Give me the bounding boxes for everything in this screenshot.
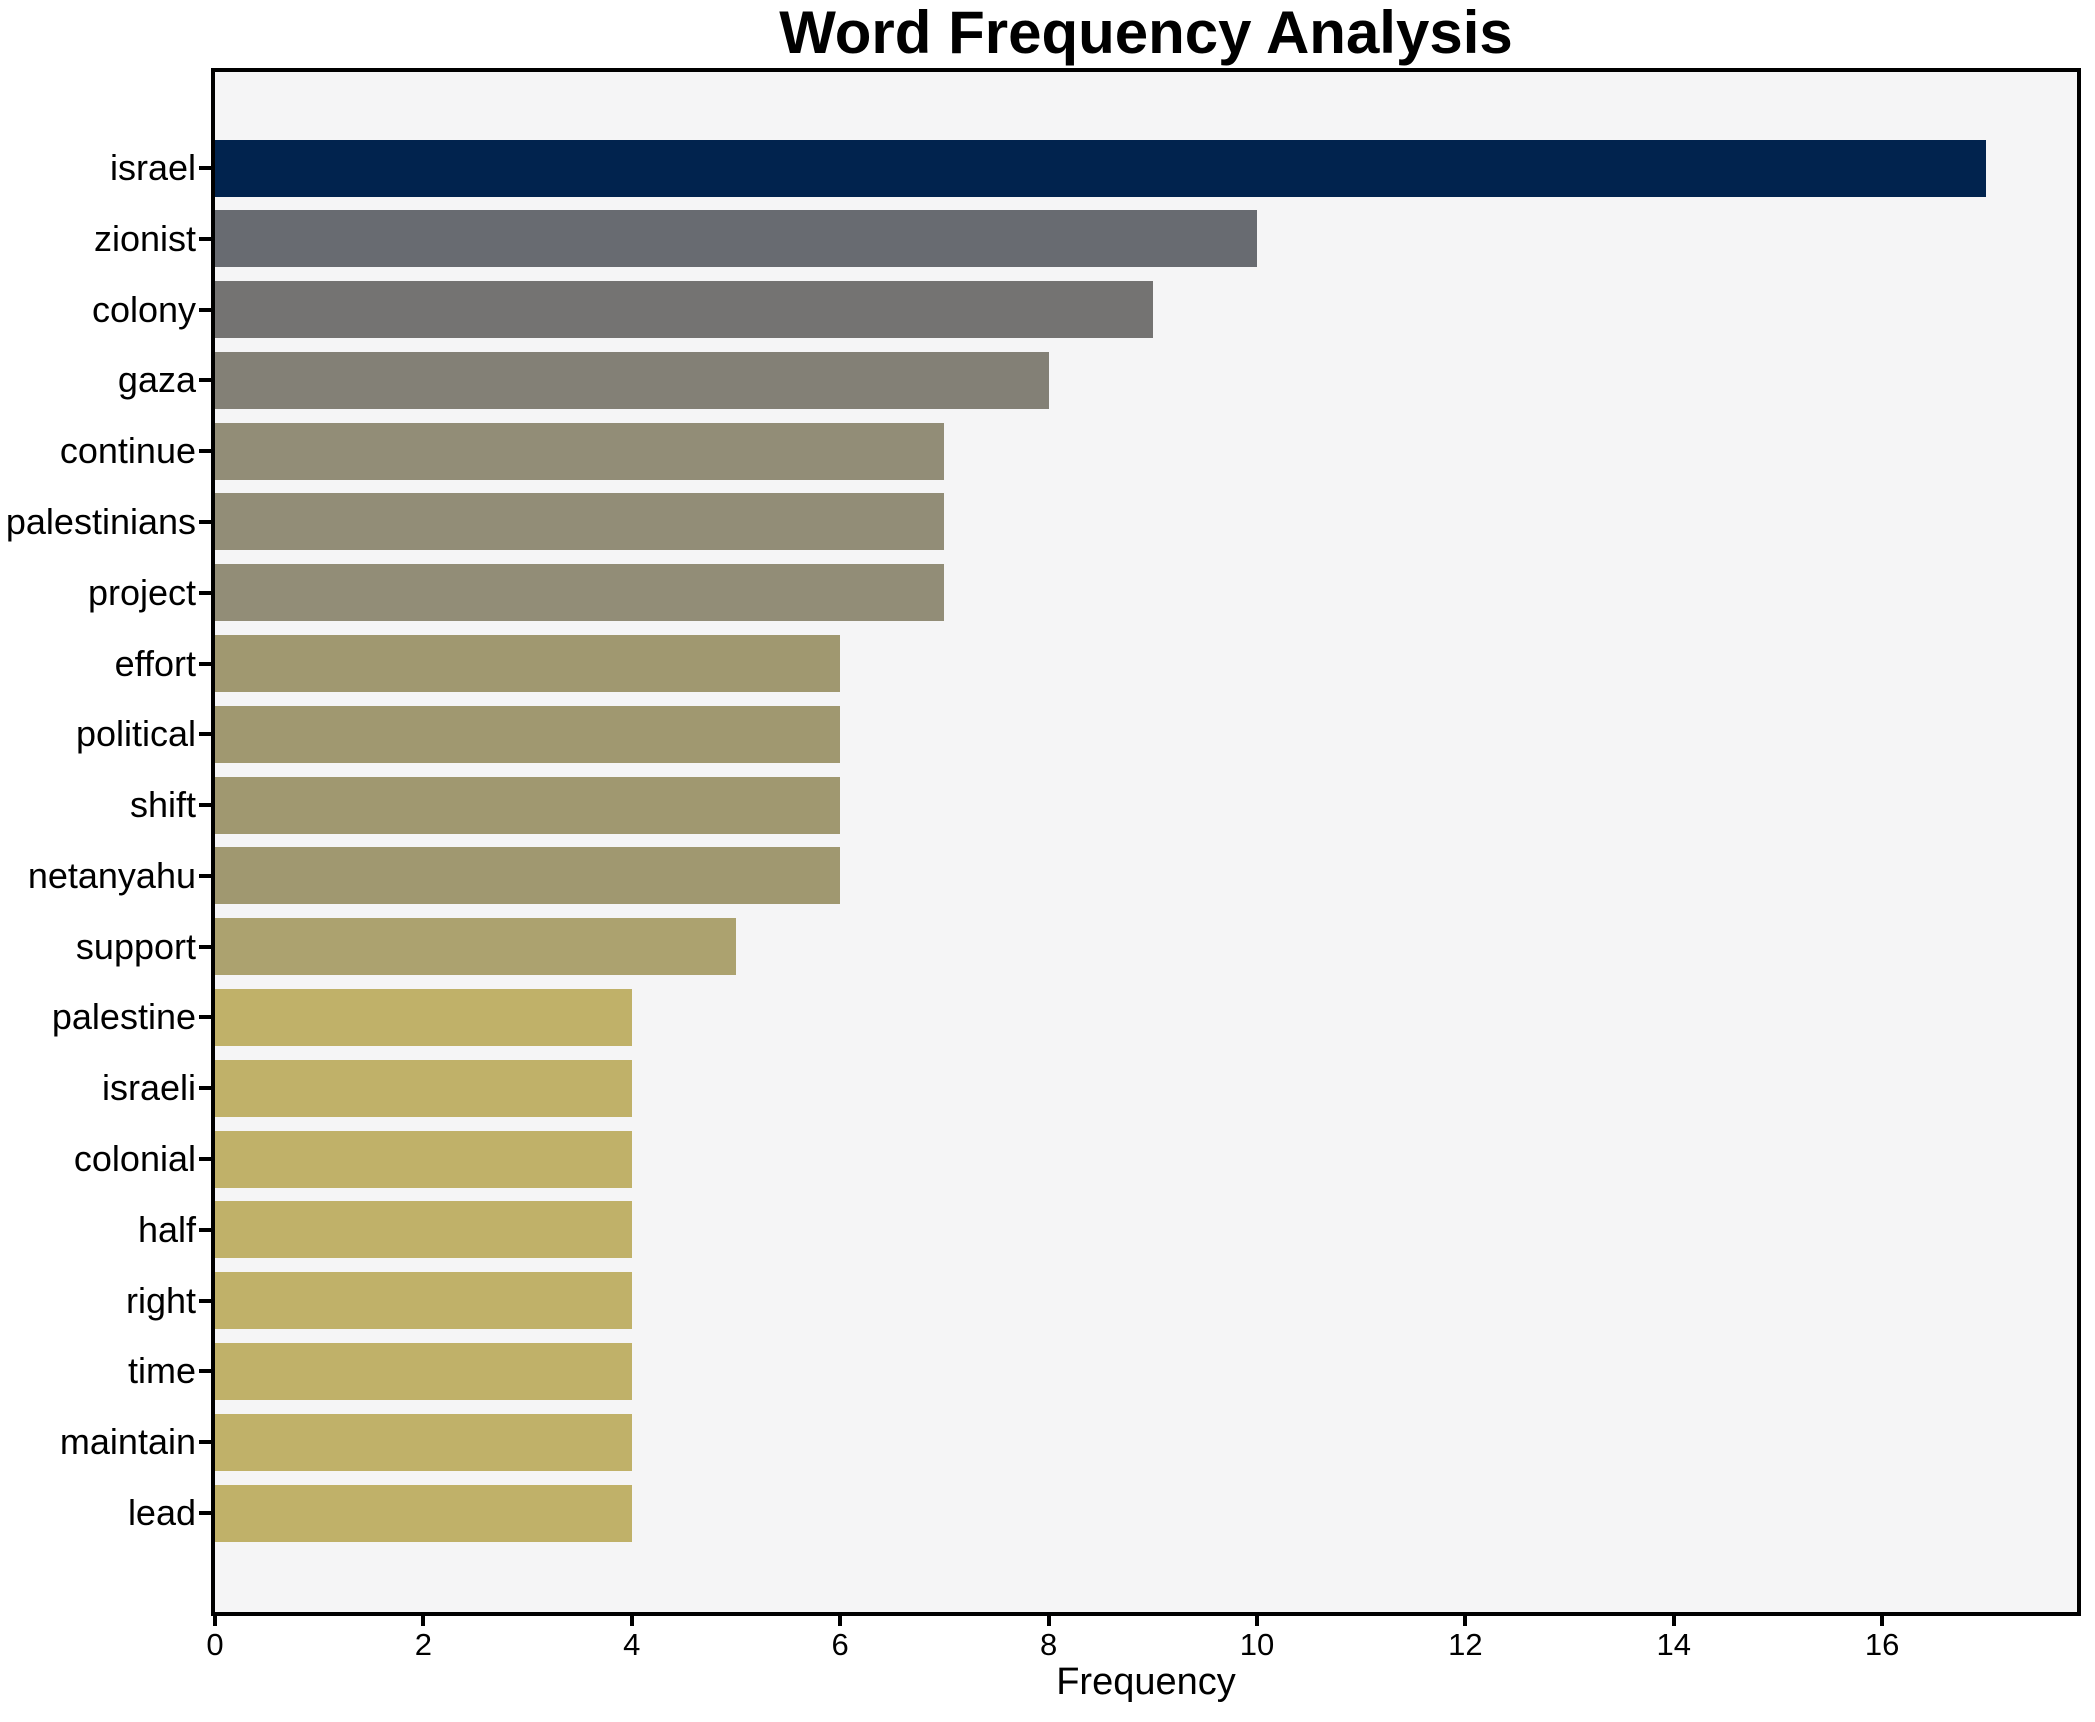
y-tick-mark-right <box>199 1298 211 1303</box>
bar-israel <box>215 139 1987 197</box>
y-tick-mark-support <box>199 944 211 949</box>
y-tick-mark-half <box>199 1227 211 1232</box>
bar-effort <box>215 635 841 693</box>
x-tick-mark-10 <box>1254 1616 1259 1626</box>
y-tick-label-time: time <box>127 1350 196 1392</box>
bar-half <box>215 1201 632 1259</box>
bar-colonial <box>215 1130 632 1188</box>
x-tick-label-8: 8 <box>1039 1627 1058 1662</box>
y-tick-mark-maintain <box>199 1440 211 1445</box>
y-tick-label-gaza: gaza <box>117 359 196 401</box>
y-tick-label-colonial: colonial <box>73 1138 196 1180</box>
bar-continue <box>215 422 945 480</box>
y-tick-mark-time <box>199 1369 211 1374</box>
y-tick-mark-effort <box>199 661 211 666</box>
x-tick-label-4: 4 <box>623 1627 641 1662</box>
y-tick-mark-netanyahu <box>199 873 211 878</box>
y-tick-label-zionist: zionist <box>93 217 196 259</box>
x-tick-label-12: 12 <box>1448 1627 1483 1662</box>
x-tick-label-10: 10 <box>1239 1627 1275 1662</box>
plot-area: israel zionist colony gaza continue palestini… <box>6 68 2081 1662</box>
y-tick-label-support: support <box>75 925 196 967</box>
y-tick-label-right: right <box>125 1279 196 1321</box>
x-tick-mark-12 <box>1463 1616 1468 1626</box>
bar-palestinians <box>215 493 945 551</box>
bar-israeli <box>215 1059 632 1117</box>
x-tick-label-2: 2 <box>414 1627 433 1662</box>
y-tick-mark-israeli <box>199 1086 211 1091</box>
y-tick-label-lead: lead <box>127 1492 196 1533</box>
y-tick-label-colony: colony <box>91 288 196 330</box>
bar-political <box>215 705 841 763</box>
bar-support <box>215 918 736 976</box>
y-tick-mark-lead <box>199 1511 211 1515</box>
x-axis-label: Frequency <box>1056 1661 1236 1703</box>
bar-project <box>215 564 945 622</box>
x-tick-label-6: 6 <box>831 1627 849 1662</box>
x-tick-mark-16 <box>1880 1616 1885 1626</box>
y-tick-label-project: project <box>87 571 196 613</box>
y-tick-mark-project <box>199 590 211 595</box>
y-tick-label-effort: effort <box>114 642 196 684</box>
y-tick-label-palestine: palestine <box>51 996 196 1038</box>
x-tick-mark-8 <box>1046 1616 1051 1626</box>
y-tick-mark-political <box>199 732 211 737</box>
x-tick-label-0: 0 <box>206 1627 224 1662</box>
chart-title: Word Frequency Analysis <box>779 0 1513 66</box>
x-tick-mark-14 <box>1671 1616 1676 1626</box>
bar-lead <box>215 1484 632 1542</box>
bar-shift <box>215 776 841 834</box>
bar-zionist <box>215 210 1257 268</box>
y-tick-mark-colony <box>199 307 211 312</box>
bar-gaza <box>215 351 1049 409</box>
y-tick-label-half: half <box>137 1208 196 1250</box>
bar-colony <box>215 281 1153 339</box>
y-tick-mark-colonial <box>199 1157 211 1162</box>
y-tick-mark-palestinians <box>199 519 211 524</box>
bar-maintain <box>215 1413 632 1471</box>
y-tick-mark-palestine <box>199 1015 211 1020</box>
bar-time <box>215 1342 632 1400</box>
y-tick-label-israel: israel <box>109 147 196 188</box>
y-tick-label-maintain: maintain <box>59 1421 196 1463</box>
y-tick-label-netanyahu: netanyahu <box>27 854 196 896</box>
x-tick-mark-0 <box>213 1616 217 1626</box>
x-tick-mark-4 <box>629 1616 634 1626</box>
y-tick-mark-continue <box>199 449 211 454</box>
y-tick-mark-shift <box>199 803 211 808</box>
y-tick-mark-zionist <box>199 236 211 241</box>
y-tick-label-palestinians: palestinians <box>5 500 196 542</box>
y-tick-label-israeli: israeli <box>101 1067 196 1109</box>
y-tick-label-political: political <box>75 713 196 755</box>
x-tick-mark-6 <box>838 1616 843 1626</box>
y-tick-mark-israel <box>199 166 211 170</box>
x-tick-label-14: 14 <box>1656 1627 1691 1662</box>
bar-netanyahu <box>215 847 841 905</box>
y-tick-label-continue: continue <box>59 430 196 472</box>
bar-right <box>215 1272 632 1330</box>
y-tick-mark-gaza <box>199 378 211 383</box>
x-tick-label-16: 16 <box>1864 1627 1900 1662</box>
y-tick-label-shift: shift <box>129 784 196 826</box>
x-tick-mark-2 <box>421 1616 426 1626</box>
bar-palestine <box>215 988 632 1046</box>
